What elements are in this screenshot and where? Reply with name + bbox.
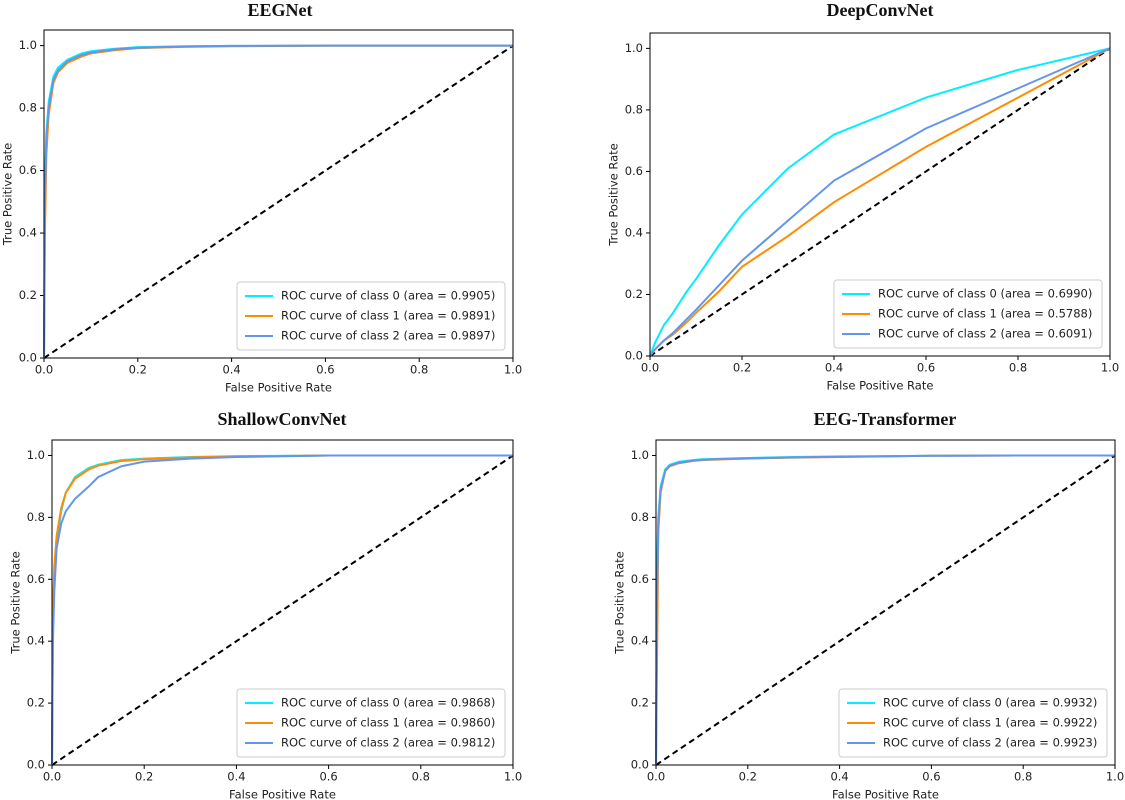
x-tick-label: 0.6 (319, 770, 337, 784)
y-tick-label: 0.0 (27, 758, 45, 772)
x-tick-label: 0.6 (917, 361, 935, 375)
subplot: EEGNet 0.0 0.2 0.4 0.6 0.8 1.0 0.0 0.2 0.4 0.6 0.8 1… (1, 0, 523, 394)
x-tick-label: 0.0 (641, 361, 659, 375)
axes-frame (649, 32, 1111, 357)
x-tick-label: 0.2 (733, 361, 751, 375)
y-tick-label: 0.8 (631, 510, 649, 524)
x-tick-label: 0.8 (412, 770, 430, 784)
legend-label: ROC curve of class 0 (area = 0.9905) (281, 289, 495, 303)
roc-curve (43, 44, 513, 359)
legend-label: ROC curve of class 2 (area = 0.6091) (878, 327, 1092, 341)
y-tick-label: 0.2 (19, 288, 37, 302)
legend-box (236, 688, 506, 758)
legend-box (833, 279, 1103, 349)
y-tick-label: 1.0 (27, 448, 45, 462)
x-tick-label: 1.0 (504, 363, 522, 377)
x-axis-label: False Positive Rate (229, 788, 336, 800)
roc-curve (649, 47, 1111, 357)
y-axis-label: True Positive Rate (607, 143, 621, 246)
x-tick-label: 0.6 (316, 363, 334, 377)
legend-label: ROC curve of class 2 (area = 0.9897) (281, 329, 495, 343)
x-axis-label: False Positive Rate (225, 381, 332, 395)
y-tick-label: 1.0 (625, 41, 643, 55)
subplot-title: ShallowConvNet (217, 409, 346, 429)
x-tick-label: 0.0 (43, 770, 61, 784)
x-tick-label: 0.8 (410, 363, 428, 377)
reference-line (655, 454, 1116, 766)
y-tick-label: 0.6 (625, 164, 643, 178)
subplot: DeepConvNet 0.0 0.2 0.4 0.6 0.8 1.0 0.0 0.2 0.4 0.… (607, 0, 1120, 392)
x-tick-label: 1.0 (1101, 361, 1119, 375)
axes-frame (655, 439, 1116, 766)
subplot-title: DeepConvNet (827, 0, 934, 20)
y-tick-label: 0.6 (631, 572, 649, 586)
x-tick-label: 0.6 (922, 770, 940, 784)
y-tick-label: 0.8 (19, 101, 37, 115)
y-tick-label: 0.4 (625, 225, 643, 239)
x-tick-label: 0.0 (35, 363, 53, 377)
y-tick-label: 0.2 (625, 287, 643, 301)
reference-line (51, 454, 514, 766)
axes-frame (43, 29, 514, 359)
y-tick-label: 0.6 (27, 572, 45, 586)
y-tick-label: 1.0 (631, 448, 649, 462)
x-tick-label: 0.4 (222, 363, 240, 377)
y-tick-label: 0.4 (27, 634, 45, 648)
x-tick-label: 1.0 (1106, 770, 1124, 784)
x-axis-label: False Positive Rate (827, 379, 934, 393)
x-tick-label: 0.4 (227, 770, 245, 784)
y-tick-label: 0.6 (19, 163, 37, 177)
y-tick-label: 0.2 (27, 696, 45, 710)
legend-label: ROC curve of class 1 (area = 0.9860) (281, 716, 495, 730)
legend-label: ROC curve of class 2 (area = 0.9812) (281, 736, 495, 750)
y-axis-label: True Positive Rate (9, 551, 23, 654)
roc-curve (51, 454, 513, 766)
x-tick-label: 1.0 (504, 770, 522, 784)
y-tick-label: 0.4 (631, 634, 649, 648)
y-tick-label: 1.0 (19, 38, 37, 52)
legend-box (236, 281, 506, 351)
subplot-title: EEG-Transformer (814, 409, 957, 429)
legend-label: ROC curve of class 1 (area = 0.9922) (883, 716, 1097, 730)
roc-curve (655, 454, 1115, 766)
legend-label: ROC curve of class 0 (area = 0.9932) (883, 696, 1097, 710)
y-tick-label: 0.0 (19, 351, 37, 365)
legend-label: ROC curve of class 1 (area = 0.5788) (878, 307, 1092, 321)
x-tick-label: 0.4 (825, 361, 843, 375)
legend-label: ROC curve of class 2 (area = 0.9923) (883, 736, 1097, 750)
x-axis-label: False Positive Rate (832, 788, 939, 800)
y-tick-label: 0.4 (19, 226, 37, 240)
subplot: ShallowConvNet 0.0 0.2 0.4 0.6 0.8 1.0 0.0 0.2 0.… (9, 409, 523, 800)
subplot-title: EEGNet (248, 0, 313, 20)
x-tick-label: 0.0 (647, 770, 665, 784)
reference-line (43, 44, 514, 359)
axes-frame (51, 439, 514, 766)
y-axis-label: True Positive Rate (613, 551, 627, 654)
x-tick-label: 0.2 (739, 770, 757, 784)
x-tick-label: 0.8 (1014, 770, 1032, 784)
legend-label: ROC curve of class 0 (area = 0.9868) (281, 696, 495, 710)
x-tick-label: 0.2 (129, 363, 147, 377)
reference-line (649, 47, 1111, 357)
x-tick-label: 0.8 (1009, 361, 1027, 375)
legend-label: ROC curve of class 1 (area = 0.9891) (281, 309, 495, 323)
y-tick-label: 0.8 (27, 510, 45, 524)
subplot: EEG-Transformer 0.0 0.2 0.4 0.6 0.8 1.0 0.0 0.2 0… (613, 409, 1125, 800)
y-tick-label: 0.0 (631, 758, 649, 772)
legend-label: ROC curve of class 0 (area = 0.6990) (878, 287, 1092, 301)
legend-box (838, 688, 1108, 758)
y-tick-label: 0.2 (631, 696, 649, 710)
y-axis-label: True Positive Rate (1, 143, 15, 246)
roc-curve (649, 47, 1111, 357)
y-tick-label: 0.0 (625, 349, 643, 363)
y-tick-label: 0.8 (625, 102, 643, 116)
x-tick-label: 0.2 (135, 770, 153, 784)
x-tick-label: 0.4 (830, 770, 848, 784)
